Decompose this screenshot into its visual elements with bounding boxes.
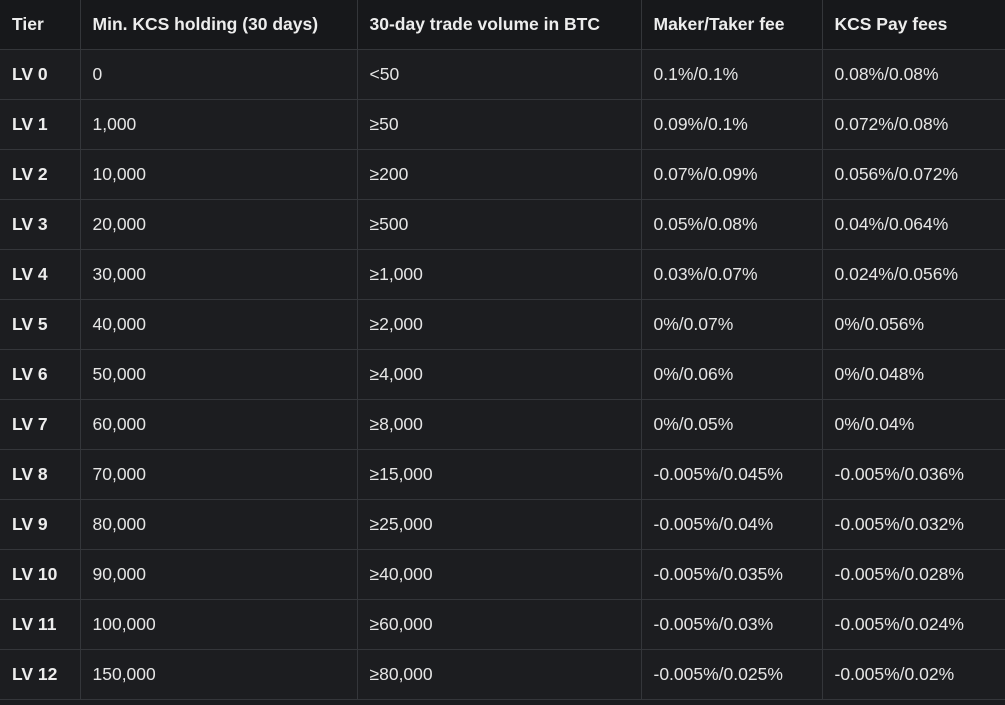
kcs-pay-fee-cell: 0%/0.04% <box>822 399 1005 450</box>
maker-taker-fee-cell: -0.005%/0.025% <box>641 649 823 700</box>
kcs-pay-fee-cell: 0%/0.048% <box>822 349 1005 400</box>
table-row: LV 12 150,000 ≥80,000 -0.005%/0.025% -0.005%… <box>0 649 1005 700</box>
header-trade-volume: 30-day trade volume in BTC <box>357 0 642 50</box>
tier-cell: LV 2 <box>0 149 81 200</box>
table-row: LV 9 80,000 ≥25,000 -0.005%/0.04% -0.005%/0.… <box>0 499 1005 550</box>
kcs-pay-fee-cell: -0.005%/0.032% <box>822 499 1005 550</box>
min-kcs-holding-cell: 90,000 <box>80 549 358 600</box>
maker-taker-fee-cell: -0.005%/0.03% <box>641 599 823 650</box>
tier-cell: LV 7 <box>0 399 81 450</box>
kcs-pay-fee-cell: 0%/0.056% <box>822 299 1005 350</box>
tier-cell: LV 5 <box>0 299 81 350</box>
kcs-pay-fee-cell: -0.005%/0.02% <box>822 649 1005 700</box>
tier-cell: LV 6 <box>0 349 81 400</box>
min-kcs-holding-cell: 60,000 <box>80 399 358 450</box>
table-row: LV 3 20,000 ≥500 0.05%/0.08% 0.04%/0.064% <box>0 199 1005 250</box>
tier-cell: LV 11 <box>0 599 81 650</box>
table-row: LV 11 100,000 ≥60,000 -0.005%/0.03% -0.005%/… <box>0 599 1005 650</box>
header-kcs-pay-fees: KCS Pay fees <box>822 0 1005 50</box>
maker-taker-fee-cell: 0%/0.05% <box>641 399 823 450</box>
min-kcs-holding-cell: 100,000 <box>80 599 358 650</box>
min-kcs-holding-cell: 0 <box>80 49 358 100</box>
maker-taker-fee-cell: 0.09%/0.1% <box>641 99 823 150</box>
tier-cell: LV 1 <box>0 99 81 150</box>
trade-volume-cell: ≥2,000 <box>357 299 642 350</box>
kcs-pay-fee-cell: -0.005%/0.036% <box>822 449 1005 500</box>
min-kcs-holding-cell: 20,000 <box>80 199 358 250</box>
trade-volume-cell: ≥8,000 <box>357 399 642 450</box>
trade-volume-cell: ≥60,000 <box>357 599 642 650</box>
trade-volume-cell: ≥1,000 <box>357 249 642 300</box>
table-row: LV 6 50,000 ≥4,000 0%/0.06% 0%/0.048% <box>0 349 1005 400</box>
maker-taker-fee-cell: 0%/0.06% <box>641 349 823 400</box>
tier-cell: LV 8 <box>0 449 81 500</box>
header-row: Tier Min. KCS holding (30 days) 30-day t… <box>0 0 1005 50</box>
tier-cell: LV 9 <box>0 499 81 550</box>
min-kcs-holding-cell: 30,000 <box>80 249 358 300</box>
table-body: LV 0 0 <50 0.1%/0.1% 0.08%/0.08% LV 1 1,000 ≥50… <box>0 49 1005 700</box>
maker-taker-fee-cell: 0%/0.07% <box>641 299 823 350</box>
trade-volume-cell: ≥80,000 <box>357 649 642 700</box>
header-maker-taker-fee: Maker/Taker fee <box>641 0 823 50</box>
tier-cell: LV 10 <box>0 549 81 600</box>
trade-volume-cell: ≥25,000 <box>357 499 642 550</box>
min-kcs-holding-cell: 70,000 <box>80 449 358 500</box>
tier-cell: LV 3 <box>0 199 81 250</box>
trade-volume-cell: <50 <box>357 49 642 100</box>
table-row: LV 8 70,000 ≥15,000 -0.005%/0.045% -0.005%/0… <box>0 449 1005 500</box>
tier-cell: LV 4 <box>0 249 81 300</box>
maker-taker-fee-cell: -0.005%/0.045% <box>641 449 823 500</box>
kcs-pay-fee-cell: 0.056%/0.072% <box>822 149 1005 200</box>
maker-taker-fee-cell: 0.03%/0.07% <box>641 249 823 300</box>
table-header: Tier Min. KCS holding (30 days) 30-day t… <box>0 0 1005 50</box>
table-row: LV 4 30,000 ≥1,000 0.03%/0.07% 0.024%/0.056% <box>0 249 1005 300</box>
maker-taker-fee-cell: -0.005%/0.04% <box>641 499 823 550</box>
maker-taker-fee-cell: 0.1%/0.1% <box>641 49 823 100</box>
kcs-pay-fee-cell: 0.024%/0.056% <box>822 249 1005 300</box>
trade-volume-cell: ≥200 <box>357 149 642 200</box>
min-kcs-holding-cell: 1,000 <box>80 99 358 150</box>
tier-cell: LV 12 <box>0 649 81 700</box>
min-kcs-holding-cell: 10,000 <box>80 149 358 200</box>
trade-volume-cell: ≥50 <box>357 99 642 150</box>
trade-volume-cell: ≥500 <box>357 199 642 250</box>
trade-volume-cell: ≥4,000 <box>357 349 642 400</box>
trade-volume-cell: ≥15,000 <box>357 449 642 500</box>
maker-taker-fee-cell: 0.07%/0.09% <box>641 149 823 200</box>
table-row: LV 5 40,000 ≥2,000 0%/0.07% 0%/0.056% <box>0 299 1005 350</box>
min-kcs-holding-cell: 40,000 <box>80 299 358 350</box>
header-min-kcs-holding: Min. KCS holding (30 days) <box>80 0 358 50</box>
maker-taker-fee-cell: -0.005%/0.035% <box>641 549 823 600</box>
min-kcs-holding-cell: 50,000 <box>80 349 358 400</box>
maker-taker-fee-cell: 0.05%/0.08% <box>641 199 823 250</box>
table-row: LV 7 60,000 ≥8,000 0%/0.05% 0%/0.04% <box>0 399 1005 450</box>
table-row: LV 1 1,000 ≥50 0.09%/0.1% 0.072%/0.08% <box>0 99 1005 150</box>
table-row: LV 10 90,000 ≥40,000 -0.005%/0.035% -0.005%/… <box>0 549 1005 600</box>
table-row: LV 2 10,000 ≥200 0.07%/0.09% 0.056%/0.072% <box>0 149 1005 200</box>
trade-volume-cell: ≥40,000 <box>357 549 642 600</box>
kcs-pay-fee-cell: 0.072%/0.08% <box>822 99 1005 150</box>
kcs-pay-fee-cell: 0.08%/0.08% <box>822 49 1005 100</box>
kcs-pay-fee-cell: -0.005%/0.028% <box>822 549 1005 600</box>
table-row: LV 0 0 <50 0.1%/0.1% 0.08%/0.08% <box>0 49 1005 100</box>
min-kcs-holding-cell: 150,000 <box>80 649 358 700</box>
kcs-pay-fee-cell: 0.04%/0.064% <box>822 199 1005 250</box>
header-tier: Tier <box>0 0 81 50</box>
kcs-pay-fee-cell: -0.005%/0.024% <box>822 599 1005 650</box>
tier-cell: LV 0 <box>0 49 81 100</box>
min-kcs-holding-cell: 80,000 <box>80 499 358 550</box>
